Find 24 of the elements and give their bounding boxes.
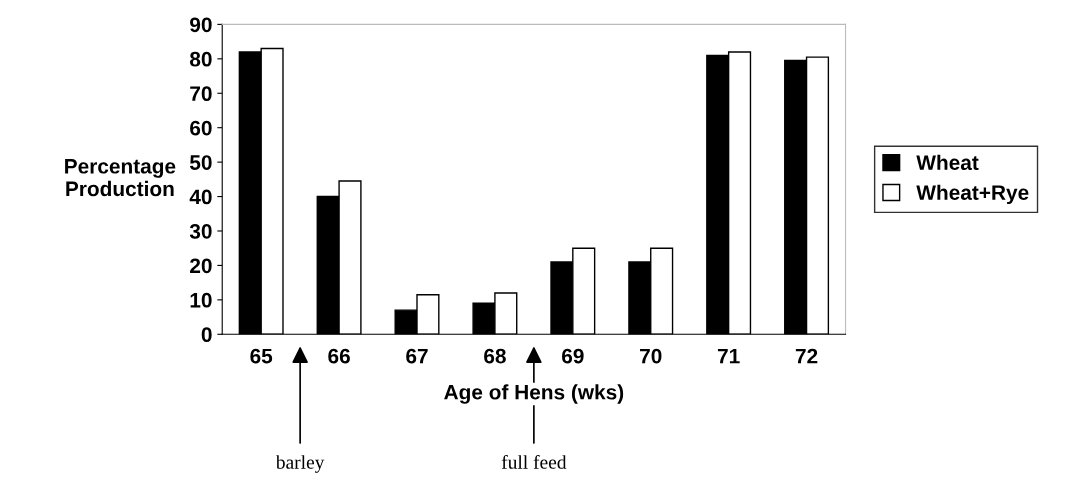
x-tick-label: 69 [562, 348, 584, 364]
y-tick-label: 70 [190, 86, 212, 102]
legend-label: Wheat [916, 154, 979, 171]
x-tick-label: 65 [250, 348, 273, 364]
y-tick-label: 90 [190, 17, 212, 33]
x-axis-title: Age of Hens (wks) [444, 384, 624, 404]
y-tick-label: 30 [189, 223, 212, 239]
y-tick-label: 60 [190, 120, 212, 136]
x-tick-label: 67 [406, 348, 428, 364]
text: full feed [501, 454, 567, 469]
text: barley [275, 455, 325, 473]
y-tick-label: 0 [201, 327, 212, 343]
x-tick-label: 66 [328, 348, 350, 364]
x-tick-label: 70 [640, 348, 662, 364]
x-tick-label: 71 [717, 348, 740, 364]
y-axis-title: Percentage Production [65, 159, 176, 197]
legend-label: Wheat+Rye [916, 184, 1029, 205]
y-tick-label: 10 [190, 292, 212, 308]
y-tick-label: 20 [190, 258, 212, 274]
x-tick-label: 68 [484, 348, 506, 364]
x-tick-label: 72 [795, 348, 818, 364]
y-tick-label: 50 [189, 155, 212, 170]
y-tick-label: 40 [189, 189, 212, 205]
y-tick-label: 80 [189, 51, 212, 67]
